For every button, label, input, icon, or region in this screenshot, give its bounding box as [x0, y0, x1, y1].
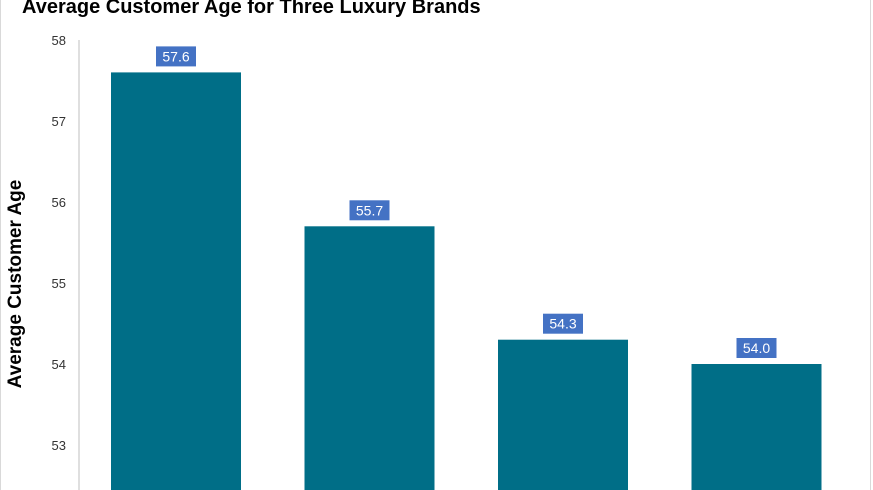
data-label-box: [156, 46, 196, 67]
data-label-box: [349, 200, 390, 221]
data-label-box: [736, 338, 777, 358]
data-label: 57.6: [162, 48, 189, 64]
data-label: 54.3: [549, 316, 576, 332]
y-tick-label: 56: [52, 195, 66, 210]
bar: [111, 72, 241, 490]
data-label: 55.7: [356, 202, 383, 218]
y-tick-label: 54: [52, 357, 66, 372]
data-label-box: [543, 313, 583, 334]
y-tick-label: 55: [52, 276, 66, 291]
y-tick-label: 57: [52, 114, 66, 129]
chart-title: Average Customer Age for Three Luxury Br…: [22, 0, 481, 18]
bar: [691, 364, 822, 490]
y-tick-label: 53: [52, 438, 66, 453]
y-tick-label: 58: [52, 33, 66, 48]
bar: [498, 339, 628, 490]
bar: [304, 226, 435, 490]
data-label: 54.0: [743, 340, 770, 356]
